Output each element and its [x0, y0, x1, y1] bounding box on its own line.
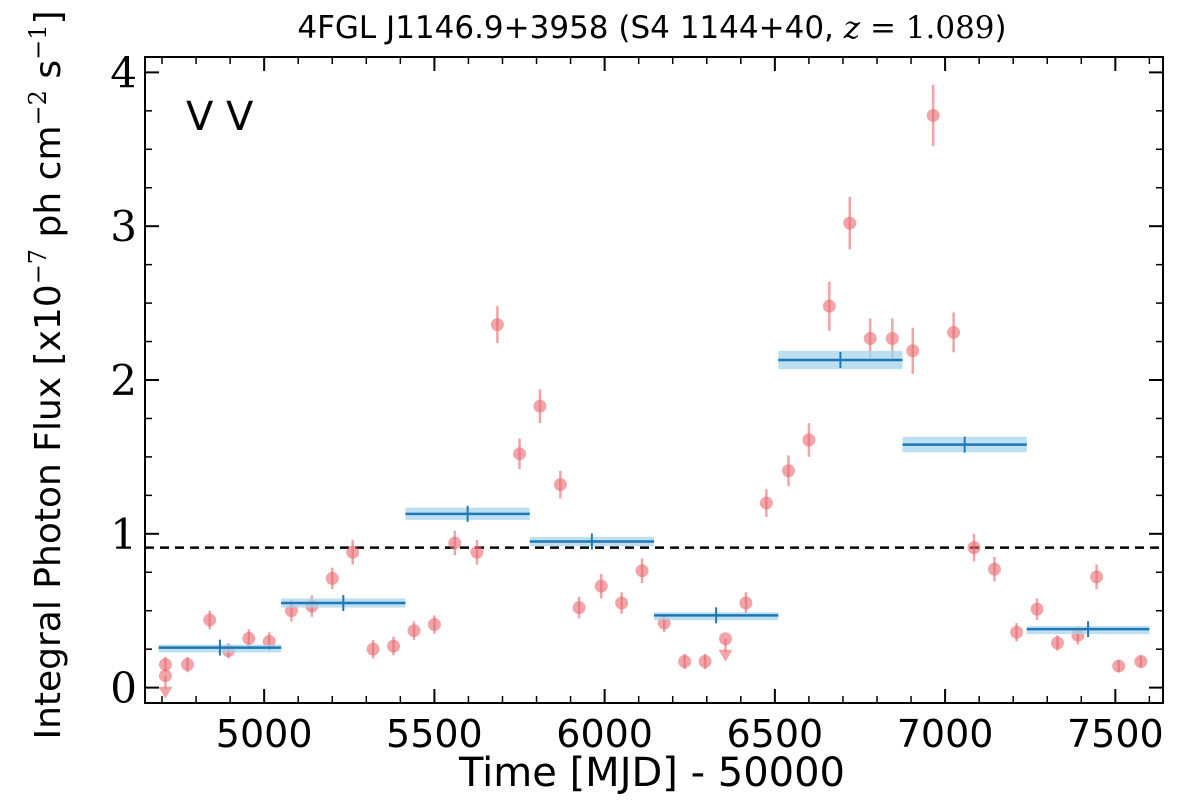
- flux-point-21: [594, 579, 608, 593]
- flux-point-9: [346, 545, 360, 559]
- flux-point-42: [1050, 636, 1064, 650]
- flux-point-33: [863, 331, 877, 345]
- flux-point-46: [1134, 654, 1148, 668]
- flux-point-10: [366, 642, 380, 656]
- flux-point-4: [242, 631, 256, 645]
- flux-point-30: [802, 433, 816, 447]
- chart-title-text: 4FGL J1146.9+3958 (S4 1144+40, z = 1.089…: [297, 10, 1006, 46]
- axes: 5000 5500 6000 6500 7000 7500 0 1 2 3 4: [110, 48, 1164, 756]
- flux-point-40: [1010, 625, 1024, 639]
- y-tick-label-0: 0: [110, 664, 137, 713]
- flux-point-27: [739, 596, 753, 610]
- x-tick-label-5500: 5500: [386, 712, 483, 756]
- chart-title: 4FGL J1146.9+3958 (S4 1144+40, z = 1.089…: [297, 10, 1006, 46]
- plot-area: [145, 84, 1163, 699]
- upper-limit-arrow-0: [158, 686, 173, 699]
- flux-point-37: [947, 325, 961, 339]
- flux-point-35: [906, 344, 920, 358]
- flux-point-19: [553, 478, 567, 492]
- flux-point-34: [885, 331, 899, 345]
- flux-point-38: [967, 541, 981, 555]
- flux-point-1: [181, 658, 195, 672]
- flux-point-29: [781, 464, 795, 478]
- legend: V V: [186, 94, 254, 140]
- x-tick-label-6500: 6500: [727, 712, 824, 756]
- flux-point-23: [635, 564, 649, 578]
- upper-limit-arrow-1: [718, 649, 733, 662]
- y-axis-label: Integral Photon Flux [x10−7 ph cm−2 s−1]: [24, 10, 69, 739]
- flux-point-22: [615, 596, 629, 610]
- y-tick-label-2: 2: [110, 356, 137, 405]
- flux-point-41: [1030, 602, 1044, 616]
- x-tick-label-7500: 7500: [1067, 712, 1164, 756]
- flux-point-17: [513, 447, 527, 461]
- flux-point-14: [448, 536, 462, 550]
- x-tick-label-6000: 6000: [556, 712, 653, 756]
- y-tick-label-1: 1: [110, 510, 137, 559]
- x-tick-label-5000: 5000: [216, 712, 313, 756]
- flux-point-28: [759, 496, 773, 510]
- flux-point-2: [203, 613, 217, 627]
- flux-point-16: [490, 318, 504, 332]
- flux-point-0: [158, 658, 172, 672]
- flux-point-44: [1090, 570, 1104, 584]
- legend-mark-blue: V: [186, 94, 214, 140]
- flux-point-31: [822, 299, 836, 313]
- flux-point-12: [407, 624, 421, 638]
- flux-point-18: [533, 399, 547, 413]
- flux-point-8: [325, 571, 339, 585]
- flux-point-32: [843, 216, 857, 230]
- legend-mark-red: V: [226, 94, 254, 140]
- flux-point-45: [1112, 659, 1126, 673]
- x-axis-label: Time [MJD] - 50000: [458, 750, 845, 796]
- flux-point-20: [572, 601, 586, 615]
- flux-point-25: [678, 654, 692, 668]
- y-tick-label-3: 3: [110, 202, 137, 251]
- flux-point-13: [427, 618, 441, 632]
- flux-point-11: [387, 639, 401, 653]
- flux-point-26: [698, 654, 712, 668]
- flux-point-15: [470, 545, 484, 559]
- flux-point-39: [987, 562, 1001, 576]
- x-tick-label-7000: 7000: [897, 712, 994, 756]
- y-tick-label-4: 4: [110, 48, 137, 97]
- flux-point-36: [926, 108, 940, 122]
